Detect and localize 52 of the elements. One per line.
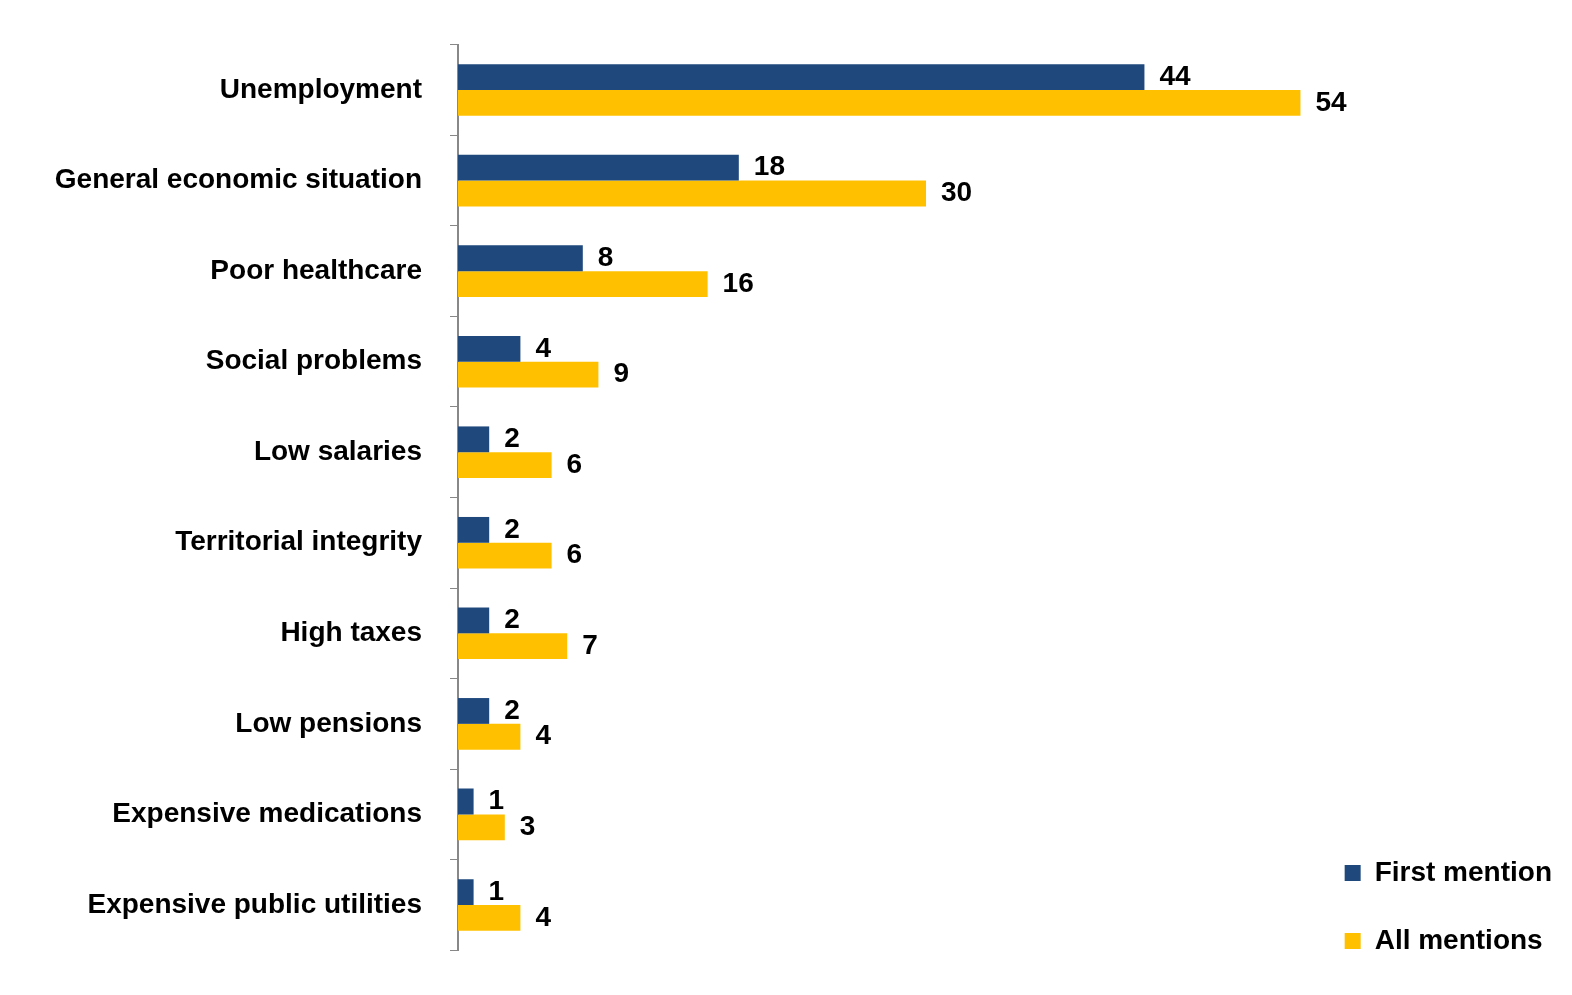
data-label: 4: [535, 900, 552, 932]
y-tick-label: High taxes: [280, 616, 422, 648]
data-label: 18: [753, 150, 785, 182]
y-tick-label: Poor healthcare: [210, 253, 422, 285]
data-label: 4: [535, 331, 552, 363]
y-tick-label: Social problems: [205, 344, 422, 376]
data-label: 2: [504, 512, 520, 544]
legend-label: All mentions: [1374, 923, 1543, 955]
bar: [458, 542, 552, 569]
bar: [458, 426, 490, 453]
bar: [458, 633, 568, 660]
bar: [458, 335, 521, 362]
bar: [458, 271, 708, 297]
legend-label: First mention: [1374, 855, 1553, 887]
data-label: 16: [722, 266, 754, 298]
bar: [458, 245, 583, 272]
y-tick-label: General economic situation: [54, 163, 422, 195]
bar: [458, 879, 474, 905]
y-tick-label: Expensive public utilities: [87, 887, 422, 919]
bar: [458, 64, 1145, 91]
data-label: 8: [597, 240, 614, 272]
bar: [458, 904, 521, 931]
bar: [458, 607, 490, 634]
bar: [458, 814, 505, 841]
y-tick-label: Low pensions: [235, 706, 422, 738]
data-label: 6: [566, 538, 583, 570]
bar: [458, 723, 521, 750]
y-tick-label: Unemployment: [219, 72, 422, 104]
y-tick-label: Territorial integrity: [175, 525, 423, 557]
data-label: 7: [582, 628, 598, 660]
y-tick-label: Low salaries: [253, 434, 422, 466]
bar: [458, 90, 1301, 116]
bar: [458, 516, 490, 543]
data-label: 2: [504, 422, 520, 454]
data-label: 54: [1315, 85, 1348, 117]
y-tick-label: Expensive medications: [112, 797, 422, 829]
data-label: 1: [488, 874, 505, 906]
bar: [458, 154, 739, 181]
bar: [458, 452, 552, 479]
data-label: 2: [504, 693, 520, 725]
data-label: 44: [1159, 59, 1192, 91]
bar: [458, 698, 490, 724]
bar: [458, 361, 599, 388]
bar: [458, 788, 474, 815]
data-label: 30: [941, 176, 973, 208]
data-label: 4: [535, 719, 552, 751]
data-label: 3: [519, 810, 536, 842]
bar: [458, 180, 927, 207]
data-label: 1: [488, 784, 505, 816]
data-label: 6: [566, 447, 583, 479]
data-label: 2: [504, 603, 520, 635]
data-label: 9: [613, 357, 629, 389]
